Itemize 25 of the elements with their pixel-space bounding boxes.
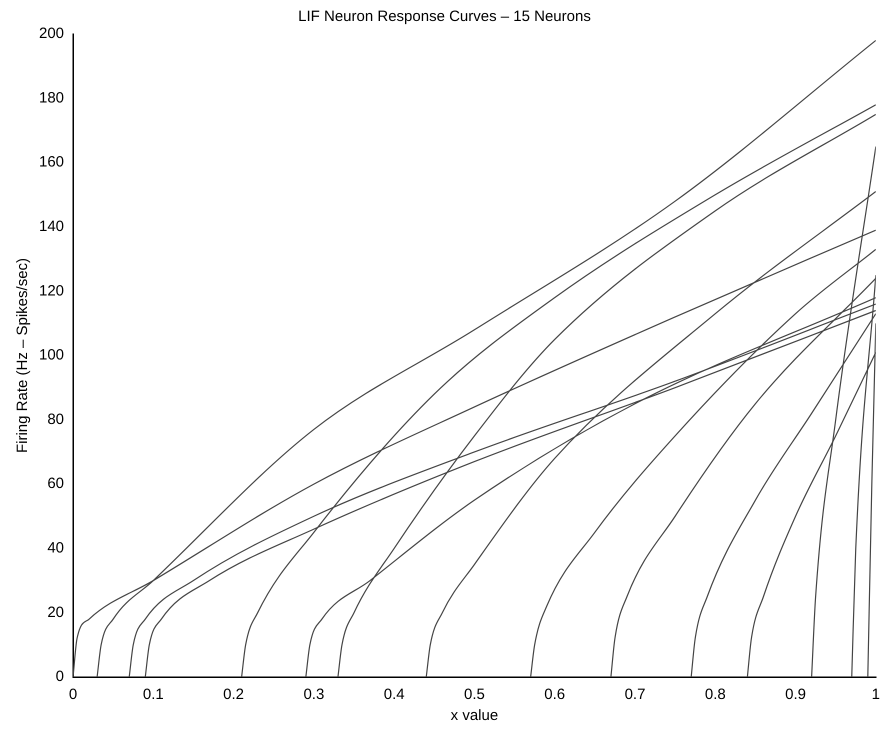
y-tick-label: 80 — [47, 410, 64, 428]
x-tick-label: 0.6 — [544, 686, 566, 704]
y-tick-label: 0 — [56, 668, 64, 686]
y-tick-label: 40 — [47, 540, 64, 557]
chart-title: LIF Neuron Response Curves – 15 Neurons — [298, 8, 591, 26]
x-tick-label: 0.4 — [384, 686, 405, 704]
x-tick-label: 0.8 — [704, 686, 726, 704]
y-tick-label: 160 — [38, 154, 64, 171]
y-tick-label: 100 — [38, 346, 64, 364]
x-tick-label: 0.9 — [785, 686, 806, 704]
y-tick-label: 140 — [38, 218, 64, 236]
y-tick-label: 200 — [38, 25, 64, 42]
y-tick-label: 20 — [47, 604, 64, 621]
x-tick-label: 0.5 — [464, 686, 485, 704]
x-tick-label: 1 — [872, 686, 880, 704]
y-tick-label: 120 — [38, 282, 64, 300]
y-tick-label: 180 — [38, 89, 64, 106]
x-tick-label: 0.2 — [223, 686, 244, 704]
x-tick-label: 0 — [68, 686, 78, 704]
x-tick-label: 0.3 — [303, 686, 324, 704]
x-tick-label: 0.7 — [624, 686, 646, 704]
y-tick-label: 60 — [47, 475, 64, 492]
x-axis-title: x value — [450, 707, 498, 724]
y-axis-title: Firing Rate (Hz – Spikes/sec) — [14, 258, 32, 454]
x-tick-label: 0.1 — [142, 686, 164, 704]
